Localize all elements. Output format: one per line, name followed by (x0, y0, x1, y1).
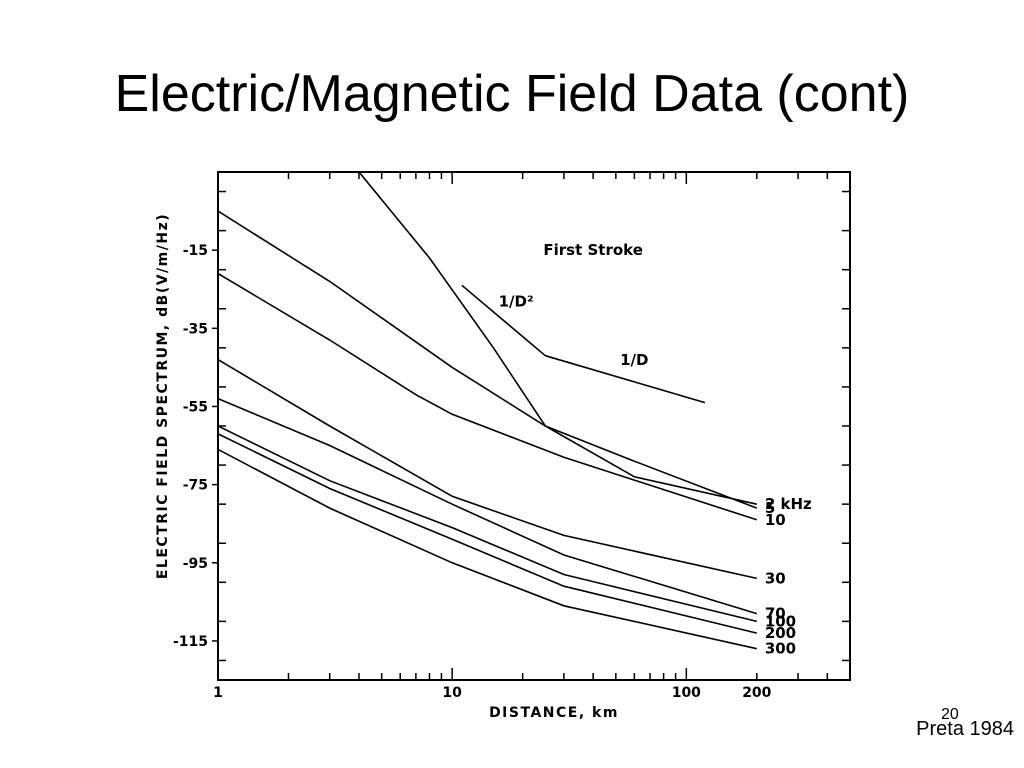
reference-line (461, 284, 546, 357)
plot-frame (217, 171, 851, 681)
y-tick-label: -95 (183, 556, 208, 572)
y-tick-label: -75 (183, 478, 208, 494)
series-line-10 (218, 272, 758, 521)
y-tick-label: -15 (183, 243, 208, 259)
series-label: 2 kHz (765, 495, 812, 513)
reference-line-label: 1/D² (499, 292, 534, 310)
series-line-300 (218, 448, 757, 650)
citation: Preta 1984 (916, 718, 1014, 740)
series-lines (218, 172, 758, 650)
x-ticks: 1 10 100 200 (213, 172, 851, 701)
reference-line-label: 1/D (620, 351, 648, 369)
y-tick-label: -115 (173, 634, 208, 650)
series-label: 300 (765, 640, 796, 658)
series-label: 200 (765, 624, 796, 642)
series-line-5 (218, 210, 758, 509)
y-tick-label: -55 (183, 399, 208, 415)
series-line-30 (218, 358, 757, 580)
x-axis-title: DISTANCE, km (489, 705, 619, 721)
x-tick-label: 1 (213, 685, 223, 701)
y-axis-title: ELECTRIC FIELD SPECTRUM, dB(V/m/Hz) (155, 213, 171, 579)
series-label: 5 (765, 499, 775, 517)
series-line-70 (218, 397, 758, 615)
series-line-200 (218, 433, 757, 634)
y-tick-label: -35 (183, 321, 208, 337)
series-label: 10 (765, 511, 786, 529)
reference-line (545, 354, 706, 404)
y-ticks: -15 -35 -55 -75 -95 -115 (173, 190, 850, 662)
reference-lines (461, 284, 706, 404)
series-label: 70 (765, 605, 786, 623)
page-number: 20 (941, 706, 959, 723)
series-label: 100 (765, 612, 796, 630)
series-line-2-kHz (358, 172, 757, 505)
x-tick-label: 100 (672, 685, 701, 701)
x-tick-label: 10 (442, 685, 462, 701)
slide-title: Electric/Magnetic Field Data (cont) (114, 65, 910, 123)
first-stroke-annotation: First Stroke (543, 241, 643, 259)
series-line-100 (218, 425, 757, 623)
x-tick-label: 200 (742, 685, 771, 701)
series-label: 30 (765, 569, 786, 587)
